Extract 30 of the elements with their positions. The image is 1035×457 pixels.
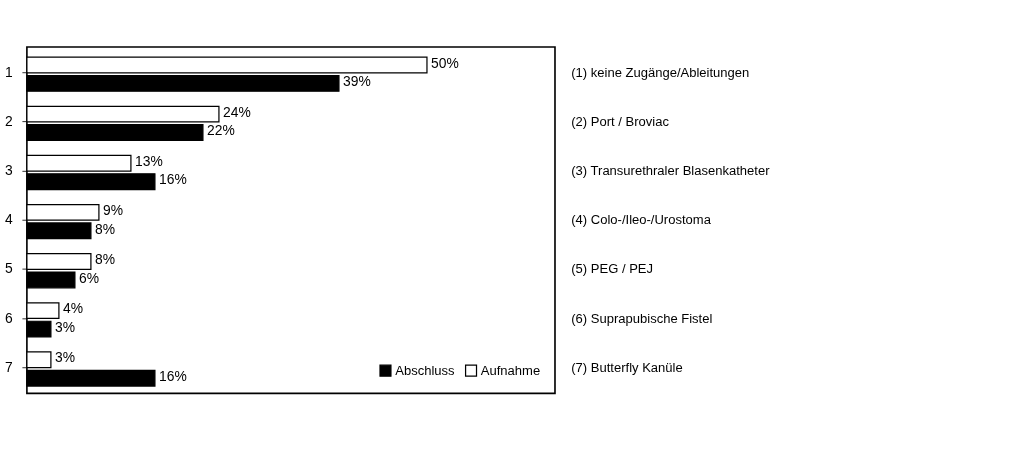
data-label: 39% — [343, 73, 371, 90]
text: (7) Butterfly Kanüle — [571, 359, 683, 375]
text: (2) Port / Broviac — [571, 114, 670, 130]
y-tick-label: 6 — [4, 309, 13, 326]
data-label: 3% — [54, 349, 75, 366]
text: (6) Suprapubische Fistel — [571, 310, 713, 326]
data-label: 24% — [223, 103, 251, 120]
data-label: 13% — [134, 152, 163, 169]
y-tick-label: 7 — [4, 358, 13, 375]
y-tick-label: 2 — [4, 113, 13, 130]
y-tick-label: 4 — [4, 211, 13, 228]
data-label: 4% — [62, 300, 83, 317]
data-label: 16% — [158, 171, 187, 188]
text: (4) Colo-/Ileo-/Urostoma — [571, 212, 712, 228]
legend-label: Aufnahme — [480, 362, 541, 378]
y-tick-label: 1 — [4, 63, 13, 80]
data-label: 6% — [78, 269, 99, 286]
data-label: 3% — [54, 318, 75, 335]
legend-label: Abschluss — [395, 362, 456, 378]
text: (5) PEG / PEJ — [571, 261, 654, 277]
data-label: 9% — [102, 202, 123, 219]
data-label: 50% — [431, 54, 459, 71]
data-label: 8% — [94, 220, 115, 237]
text: (3) Transurethraler Blasenkatheter — [571, 163, 771, 179]
y-tick-label: 5 — [4, 260, 13, 277]
y-tick-label: 3 — [4, 162, 13, 179]
data-label: 8% — [94, 251, 115, 268]
data-label: 16% — [158, 367, 187, 384]
text: (1) keine Zugänge/Ableitungen — [571, 64, 750, 80]
data-label: 22% — [207, 122, 235, 139]
